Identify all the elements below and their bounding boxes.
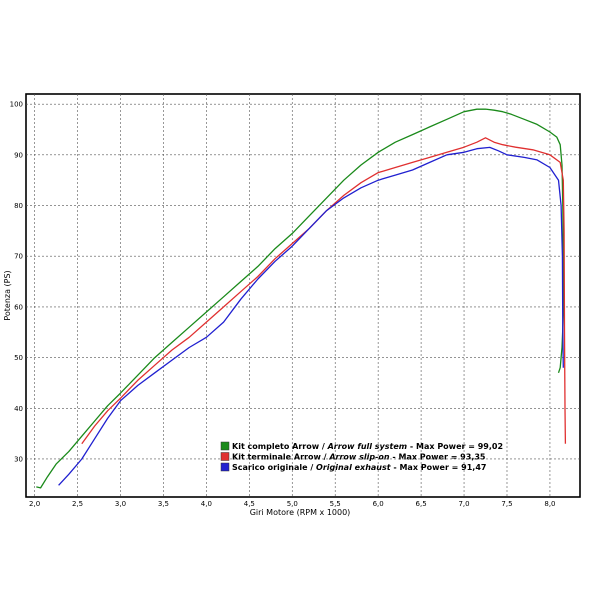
legend-max-power: - Max Power = 93,35 [390, 453, 486, 462]
series-line-1 [81, 137, 567, 445]
x-tick-label: 4,0 [201, 500, 212, 508]
legend-entry-2: Scarico originale / Original exhaust - M… [232, 463, 486, 472]
x-tick-label: 5,0 [287, 500, 298, 508]
plot-area [25, 93, 581, 498]
legend-max-power: - Max Power = 91,47 [391, 463, 487, 472]
legend-max-power: - Max Power = 99,02 [407, 442, 503, 451]
y-tick-label: 80 [14, 202, 23, 210]
y-tick-label: 90 [14, 151, 23, 159]
legend-entry-0: Kit completo Arrow / Arrow full system -… [232, 442, 503, 451]
y-tick-label: 100 [10, 101, 23, 109]
legend-swatch-2 [220, 462, 230, 472]
legend: Kit completo Arrow / Arrow full system -… [220, 441, 503, 472]
legend-name: Kit terminale Arrow / [232, 453, 329, 462]
legend-swatch-0 [220, 441, 230, 451]
y-axis-title: Potenza (PS) [3, 270, 12, 320]
tick-labels: 2,0 2,5 3,0 3,5 4,0 4,5 5,0 5,5 6,0 6,5 7,0 7,5 8,0 3… [10, 101, 556, 508]
x-tick-label: 6,5 [416, 500, 427, 508]
y-tick-label: 70 [14, 253, 23, 261]
y-tick-label: 40 [14, 405, 23, 413]
legend-name-en: Arrow full system [327, 442, 408, 451]
legend-name-en: Original exhaust [316, 463, 392, 472]
x-tick-label: 7,5 [501, 500, 512, 508]
grid [26, 94, 580, 497]
legend-swatch-1 [220, 452, 230, 461]
series-line-2 [58, 146, 564, 486]
x-tick-label: 6,0 [373, 500, 384, 508]
series-lines [36, 108, 567, 489]
x-tick-label: 2,5 [72, 500, 83, 508]
x-tick-label: 3,0 [115, 500, 126, 508]
legend-entry-1: Kit terminale Arrow / Arrow slip-on - Ma… [232, 453, 486, 462]
x-tick-label: 7,0 [458, 500, 469, 508]
y-tick-label: 60 [14, 303, 23, 311]
x-tick-label: 3,5 [158, 500, 169, 508]
y-tick-label: 50 [14, 354, 23, 362]
y-tick-label: 30 [14, 455, 23, 463]
x-tick-label: 5,5 [330, 500, 341, 508]
x-tick-label: 8,0 [544, 500, 555, 508]
legend-name-en: Arrow slip-on [328, 453, 390, 462]
x-axis-title: Giri Motore (RPM x 1000) [250, 508, 351, 517]
legend-name: Kit completo Arrow / [232, 442, 328, 451]
x-tick-label: 4,5 [244, 500, 255, 508]
series-line-0 [36, 108, 565, 489]
x-tick-label: 2,0 [29, 500, 40, 508]
legend-name: Scarico originale / [232, 463, 316, 472]
